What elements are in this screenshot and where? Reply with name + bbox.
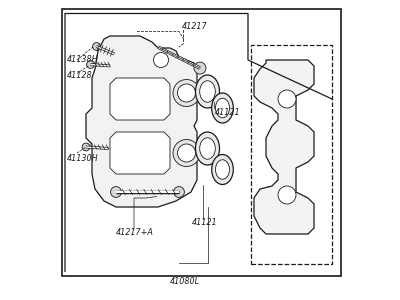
Text: 41128: 41128: [66, 71, 92, 80]
Circle shape: [86, 61, 94, 68]
Bar: [62, 9, 341, 276]
Ellipse shape: [196, 75, 220, 108]
Text: 41080L: 41080L: [170, 278, 200, 286]
Text: 41217+A: 41217+A: [116, 228, 154, 237]
Circle shape: [110, 187, 122, 197]
Circle shape: [178, 144, 196, 162]
Polygon shape: [110, 78, 170, 120]
Ellipse shape: [196, 132, 220, 165]
Ellipse shape: [200, 81, 215, 102]
Circle shape: [174, 187, 184, 197]
Bar: [251, 45, 332, 264]
Circle shape: [278, 90, 296, 108]
Circle shape: [173, 80, 200, 106]
Ellipse shape: [216, 98, 230, 118]
Text: 41130H: 41130H: [66, 154, 98, 163]
Ellipse shape: [212, 154, 233, 184]
Ellipse shape: [212, 93, 233, 123]
Text: 41121: 41121: [192, 218, 217, 227]
Circle shape: [194, 62, 206, 74]
Circle shape: [178, 84, 196, 102]
Circle shape: [278, 186, 296, 204]
Polygon shape: [110, 132, 170, 174]
Circle shape: [154, 52, 168, 68]
Circle shape: [173, 140, 200, 166]
Ellipse shape: [216, 160, 230, 179]
Ellipse shape: [200, 138, 215, 159]
Polygon shape: [254, 60, 314, 234]
Text: 41138H: 41138H: [66, 56, 98, 64]
Text: 41217: 41217: [182, 22, 208, 31]
Circle shape: [82, 143, 90, 151]
Polygon shape: [86, 36, 197, 207]
Text: 41121: 41121: [214, 108, 240, 117]
Circle shape: [92, 43, 100, 50]
